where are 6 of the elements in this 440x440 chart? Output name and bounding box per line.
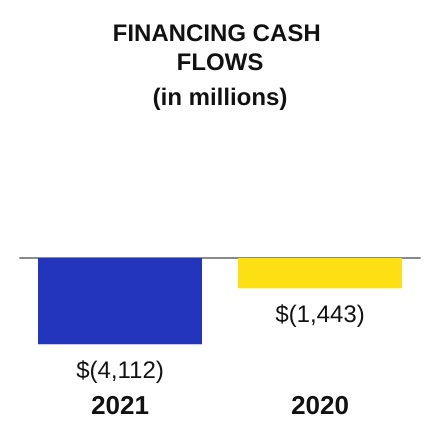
data-label: $(1,443) — [275, 300, 365, 328]
x-tick-label: 2021 — [91, 390, 149, 420]
data-label: $(4,112) — [76, 356, 164, 384]
chart-subtitle: (in millions) — [152, 84, 288, 111]
x-tick-label: 2020 — [291, 390, 349, 420]
chart-title: FINANCING CASH FLOWS — [112, 20, 328, 76]
